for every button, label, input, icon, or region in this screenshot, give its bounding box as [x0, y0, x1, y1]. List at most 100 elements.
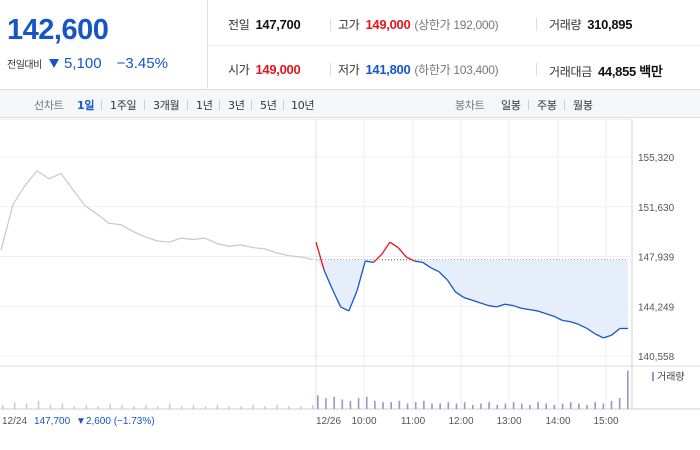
- high-cell: 고가 149,000 (상한가 192,000): [338, 16, 499, 33]
- volume-bar: [382, 402, 384, 409]
- period-3y[interactable]: 3년: [228, 99, 245, 112]
- volume-bar: [390, 402, 393, 409]
- today-price-segment: [430, 267, 440, 273]
- change-label: 전일대비: [7, 60, 42, 71]
- volume-bar: [520, 403, 523, 409]
- today-price-segment: [397, 247, 407, 258]
- open-cell: 시가 149,000: [228, 61, 301, 78]
- today-price-segment: [406, 256, 415, 262]
- divider: [144, 100, 145, 110]
- period-10y[interactable]: 10년: [291, 99, 315, 112]
- volume-bar: [109, 403, 111, 409]
- prev-day-price-line: [0, 169, 314, 261]
- volume-bar: [627, 370, 629, 409]
- current-price: 142,600: [7, 14, 109, 46]
- volume-bar: [618, 398, 621, 409]
- today-price-segment: [521, 307, 530, 311]
- volume-bar: [333, 396, 335, 409]
- today-price-segment: [446, 279, 457, 293]
- current-price-box: 142,600 전일대비 5,100 −3.45%: [0, 0, 208, 90]
- today-price-segment: [545, 313, 555, 317]
- y-tick-label: 140,558: [638, 352, 675, 363]
- volume-bar: [341, 399, 344, 409]
- volume-bar: [569, 402, 572, 409]
- y-tick-label: 155,320: [638, 153, 675, 164]
- today-price-segment: [471, 299, 481, 304]
- volume-bar: [85, 404, 87, 409]
- volume-bar: [97, 406, 99, 409]
- volume-bar: [439, 403, 441, 409]
- volume-bar: [496, 404, 499, 409]
- divider: [564, 100, 565, 110]
- below-reference-fill: [316, 259, 628, 338]
- amount-label: 거래대금: [549, 65, 592, 79]
- volume-bar: [447, 402, 450, 409]
- y-tick-label: 144,249: [638, 302, 675, 313]
- today-price-segment: [323, 270, 334, 290]
- today-price-segment: [389, 241, 399, 249]
- period-1d[interactable]: 1일: [77, 99, 95, 112]
- divider: [283, 100, 284, 110]
- volume-bar: [357, 398, 360, 409]
- volume-bar: [610, 400, 613, 409]
- divider: [330, 18, 331, 31]
- today-price-segment: [373, 253, 383, 263]
- today-price-segment: [315, 242, 325, 271]
- today-price-segment: [455, 291, 465, 299]
- today-price-segment: [504, 303, 514, 307]
- volume-bar: [300, 406, 302, 409]
- today-price-segment: [603, 334, 612, 339]
- x-tick-label: 14:00: [545, 416, 570, 427]
- period-3m[interactable]: 3개월: [153, 99, 180, 112]
- today-price-segment: [348, 290, 358, 312]
- open-label: 시가: [228, 63, 250, 77]
- volume-bar: [145, 404, 147, 409]
- divider: [536, 18, 537, 31]
- today-price-segment: [562, 319, 571, 323]
- volume-bar: [586, 404, 588, 409]
- today-price-segment: [488, 304, 497, 308]
- low-label: 저가: [338, 63, 360, 77]
- x-tick-label: 12/26: [316, 416, 341, 427]
- candle-monthly[interactable]: 월봉: [573, 99, 593, 112]
- lower-limit: (하한가 103,400): [414, 63, 499, 77]
- volume-bar: [512, 402, 515, 409]
- candle-daily[interactable]: 일봉: [501, 99, 521, 112]
- low-value: 141,800: [365, 62, 411, 77]
- volume-bar: [73, 406, 76, 409]
- prev-day-date: 12/24: [2, 416, 27, 427]
- volume-bar: [406, 403, 409, 409]
- candle-weekly[interactable]: 주봉: [537, 99, 557, 112]
- candle-chart-title: 봉차트: [455, 99, 485, 112]
- divider: [219, 100, 220, 110]
- volume-bar: [264, 406, 266, 409]
- volume-bar: [455, 403, 458, 409]
- volume-bar: [157, 406, 159, 409]
- today-price-segment: [331, 289, 342, 308]
- today-price-segment: [512, 304, 522, 309]
- y-tick-label: 151,630: [638, 203, 675, 214]
- today-price-segment: [553, 315, 563, 321]
- y-tick-label: 147,939: [638, 253, 675, 264]
- volume-value: 310,895: [587, 17, 633, 32]
- volume-cell: 거래량 310,895: [549, 16, 632, 33]
- today-price-segment: [463, 296, 473, 301]
- today-price-segment: [496, 303, 506, 308]
- period-1w[interactable]: 1주일: [110, 99, 137, 112]
- period-1y[interactable]: 1년: [196, 99, 213, 112]
- today-price-segment: [356, 260, 366, 291]
- volume-bar: [168, 403, 171, 409]
- today-price-segment: [340, 306, 350, 312]
- today-price-segment: [480, 302, 489, 307]
- price-chart[interactable]: 155,320 151,630 147,939 144,249 140,558 12/26…: [0, 119, 700, 450]
- volume-bar: [537, 402, 539, 409]
- down-triangle-icon: [48, 59, 59, 68]
- volume-bar: [276, 404, 278, 409]
- period-5y[interactable]: 5년: [260, 99, 277, 112]
- x-tick-label: 12:00: [448, 416, 473, 427]
- low-cell: 저가 141,800 (하한가 103,400): [338, 61, 499, 78]
- x-tick-label: 13:00: [496, 416, 521, 427]
- divider: [101, 100, 102, 110]
- period-bar: 선차트 1일 1주일 3개월 1년 3년 5년 10년 봉차트 일봉 주봉 월봉: [0, 90, 700, 118]
